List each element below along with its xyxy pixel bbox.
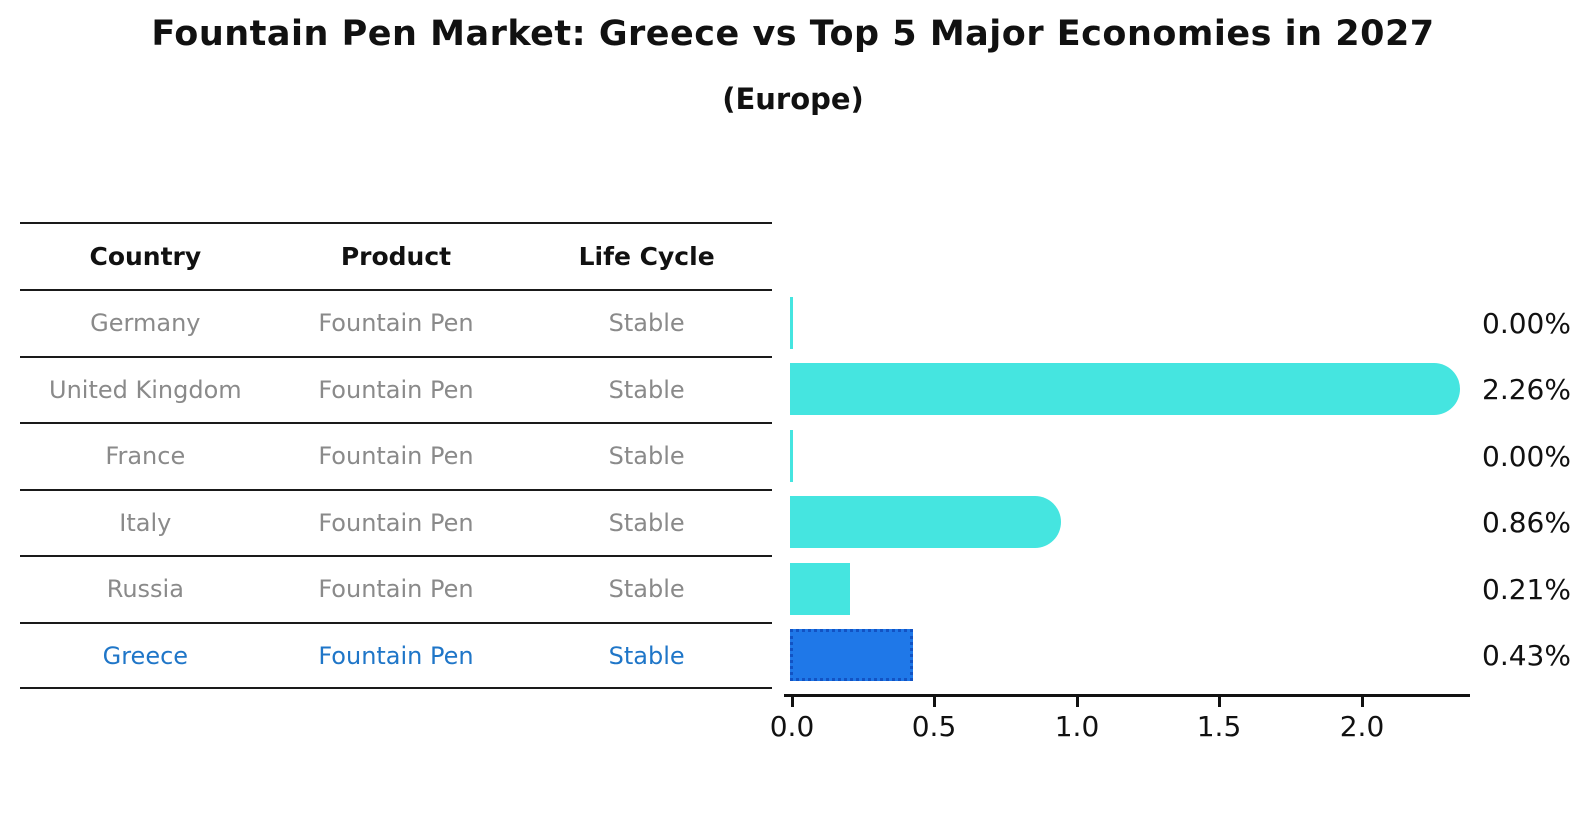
table-divider [20,422,772,424]
cell-product: Fountain Pen [318,509,474,537]
bar-germany [790,297,793,349]
column-header-product: Product [340,241,452,271]
cell-country: Greece [102,642,189,670]
cell-life-cycle: Stable [608,575,685,603]
table-row-germany: Germany Fountain Pen Stable [20,291,772,355]
cell-product: Fountain Pen [318,642,474,670]
cell-product: Fountain Pen [318,309,474,337]
x-axis-tick-label: 1.0 [1054,710,1100,743]
bar-russia [790,563,850,615]
x-axis-tick [933,697,936,707]
cell-life-cycle: Stable [608,442,685,470]
bar-france [790,430,793,482]
bar-value-label: 0.43% [1482,638,1571,672]
cell-country: France [105,442,186,470]
x-axis-tick [1361,697,1364,707]
bar-value-label: 0.00% [1482,439,1571,473]
cell-product: Fountain Pen [318,575,474,603]
column-header-country: Country [89,241,202,271]
cell-life-cycle: Stable [608,376,685,404]
x-axis-tick [1076,697,1079,707]
column-header-life-cycle: Life Cycle [578,241,715,271]
chart-title: Fountain Pen Market: Greece vs Top 5 Maj… [151,14,1435,54]
x-axis-tick [791,697,794,707]
table-border-bottom [20,687,772,689]
cell-life-cycle: Stable [608,309,685,337]
bar-value-label: 2.26% [1482,372,1571,406]
bar-greece-highlight [790,629,913,681]
table-row-greece: Greece Fountain Pen Stable [20,624,772,688]
bar-italy [790,496,1061,548]
bar-value-label: 0.21% [1482,572,1571,606]
table-header-row: Country Product Life Cycle [20,224,772,288]
table-border-top [20,222,772,224]
table-divider [20,622,772,624]
table-row-united-kingdom: United Kingdom Fountain Pen Stable [20,358,772,422]
cell-country: Russia [106,575,184,603]
x-axis-tick-label: 0.5 [911,710,957,743]
table-row-italy: Italy Fountain Pen Stable [20,491,772,555]
x-axis-tick-label: 2.0 [1339,710,1385,743]
cell-country: United Kingdom [49,376,242,404]
bar-united-kingdom [790,363,1460,415]
x-axis-tick [1218,697,1221,707]
cell-life-cycle: Stable [608,509,685,537]
cell-product: Fountain Pen [318,442,474,470]
cell-life-cycle: Stable [608,642,685,670]
x-axis-tick-label: 0.0 [769,710,815,743]
table-divider [20,555,772,557]
bar-value-label: 0.86% [1482,505,1571,539]
bar-value-label: 0.00% [1482,306,1571,340]
cell-country: Italy [119,509,172,537]
country-table: Country Product Life Cycle Germany Fount… [20,222,772,689]
table-row-france: France Fountain Pen Stable [20,424,772,488]
x-axis-tick-label: 1.5 [1196,710,1242,743]
cell-country: Germany [90,309,201,337]
table-divider [20,356,772,358]
table-divider [20,489,772,491]
chart-subtitle: (Europe) [722,82,864,116]
cell-product: Fountain Pen [318,376,474,404]
x-axis-line [784,694,1470,697]
table-divider [20,289,772,291]
table-row-russia: Russia Fountain Pen Stable [20,557,772,621]
